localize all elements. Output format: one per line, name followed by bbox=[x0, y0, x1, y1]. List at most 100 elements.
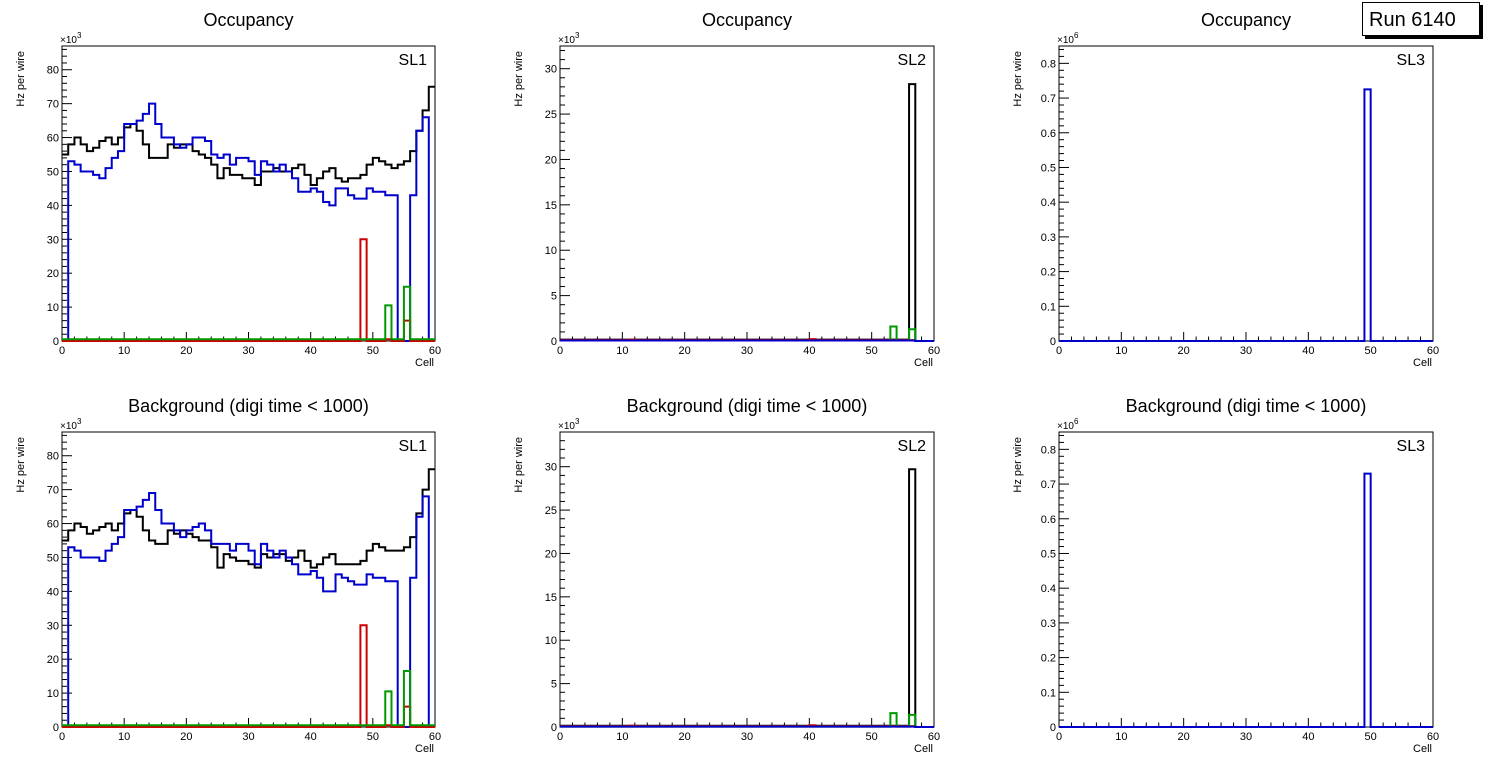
x-tick-label: 50 bbox=[367, 345, 379, 357]
x-tick-label: 40 bbox=[1302, 731, 1314, 743]
superlayer-label: SL1 bbox=[399, 438, 428, 455]
series-blue bbox=[1059, 88, 1433, 342]
plot-frame bbox=[61, 45, 436, 342]
x-tick-label: 0 bbox=[1056, 731, 1062, 743]
y-tick-label: 0 bbox=[53, 722, 59, 734]
superlayer-label: SL2 bbox=[898, 438, 927, 455]
y-tick-label: 0.2 bbox=[1041, 267, 1056, 279]
chart-title: Occupancy bbox=[203, 10, 293, 30]
y-axis-label: Hz per wire bbox=[1012, 437, 1024, 493]
series-blue bbox=[62, 492, 435, 728]
x-axis-label: Cell bbox=[1413, 357, 1432, 369]
y-tick-label: 0.5 bbox=[1041, 162, 1056, 174]
chart-panel-6: Background (digi time < 1000) 0 10 20 30 40 50… bbox=[1012, 396, 1439, 755]
y-axis-label: Hz per wire bbox=[513, 51, 525, 107]
series-green bbox=[62, 670, 435, 727]
y-tick-label: 25 bbox=[545, 505, 557, 517]
x-tick-label: 10 bbox=[1115, 731, 1127, 743]
y-tick-label: 70 bbox=[47, 99, 59, 111]
y-tick-label: 0.8 bbox=[1041, 444, 1056, 456]
x-tick-label: 10 bbox=[118, 731, 130, 743]
y-tick-label: 10 bbox=[545, 245, 557, 257]
y-tick-label: 0.8 bbox=[1041, 58, 1056, 70]
y-tick-label: 20 bbox=[545, 548, 557, 560]
y-tick-label: 25 bbox=[545, 109, 557, 121]
y-axis-label: Hz per wire bbox=[15, 437, 27, 493]
y-axis-exponent-power: 3 bbox=[575, 31, 580, 40]
y-tick-label: 0.7 bbox=[1041, 93, 1056, 105]
y-tick-label: 60 bbox=[47, 133, 59, 145]
y-tick-label: 60 bbox=[47, 519, 59, 531]
y-tick-label: 0.7 bbox=[1041, 479, 1056, 491]
chart-panel-5: Background (digi time < 1000)0 10 20 30 40 50… bbox=[513, 396, 940, 755]
x-axis-label: Cell bbox=[1413, 743, 1432, 755]
plot-frame bbox=[1058, 45, 1434, 342]
superlayer-label: SL3 bbox=[1397, 52, 1426, 69]
x-tick-label: 20 bbox=[1178, 731, 1190, 743]
y-tick-label: 40 bbox=[47, 200, 59, 212]
y-tick-label: 0 bbox=[53, 336, 59, 348]
y-tick-label: 0.3 bbox=[1041, 618, 1056, 630]
y-axis-exponent-power: 3 bbox=[575, 417, 580, 426]
chart-title: Occupancy bbox=[1201, 10, 1291, 30]
x-tick-label: 50 bbox=[367, 731, 379, 743]
y-tick-label: 15 bbox=[545, 200, 557, 212]
y-axis-exponent-power: 3 bbox=[77, 31, 82, 40]
y-tick-label: 0 bbox=[1050, 722, 1056, 734]
x-tick-label: 20 bbox=[180, 345, 192, 357]
x-tick-label: 0 bbox=[1056, 345, 1062, 357]
x-tick-label: 10 bbox=[118, 345, 130, 357]
y-tick-label: 0.5 bbox=[1041, 548, 1056, 560]
x-tick-label: 10 bbox=[616, 731, 628, 743]
x-tick-label: 30 bbox=[242, 345, 254, 357]
superlayer-label: SL2 bbox=[898, 52, 927, 69]
x-tick-label: 20 bbox=[679, 345, 691, 357]
y-tick-label: 0.3 bbox=[1041, 232, 1056, 244]
x-tick-label: 20 bbox=[1178, 345, 1190, 357]
y-axis-exponent: ×103 bbox=[60, 417, 82, 432]
series-black bbox=[560, 468, 934, 728]
y-tick-label: 50 bbox=[47, 166, 59, 178]
y-tick-label: 20 bbox=[47, 654, 59, 666]
y-tick-label: 0.1 bbox=[1041, 687, 1056, 699]
y-axis-exponent: ×106 bbox=[1057, 31, 1079, 46]
x-tick-label: 30 bbox=[741, 345, 753, 357]
y-tick-label: 30 bbox=[545, 64, 557, 76]
series-blue bbox=[62, 102, 435, 342]
x-tick-label: 40 bbox=[1302, 345, 1314, 357]
y-tick-label: 10 bbox=[545, 635, 557, 647]
x-tick-label: 0 bbox=[59, 731, 65, 743]
series-black bbox=[62, 85, 435, 187]
x-tick-label: 60 bbox=[1427, 731, 1439, 743]
x-tick-label: 10 bbox=[1115, 345, 1127, 357]
y-tick-label: 5 bbox=[551, 291, 557, 303]
x-tick-label: 60 bbox=[429, 345, 441, 357]
plot-frame bbox=[61, 431, 436, 728]
x-tick-label: 60 bbox=[429, 731, 441, 743]
superlayer-label: SL3 bbox=[1397, 438, 1426, 455]
y-tick-label: 80 bbox=[47, 451, 59, 463]
y-tick-label: 15 bbox=[545, 592, 557, 604]
x-tick-label: 20 bbox=[679, 731, 691, 743]
y-axis-exponent: ×106 bbox=[1057, 417, 1079, 432]
x-tick-label: 50 bbox=[866, 345, 878, 357]
series-red bbox=[62, 624, 435, 728]
x-tick-label: 0 bbox=[59, 345, 65, 357]
y-tick-label: 30 bbox=[47, 234, 59, 246]
x-tick-label: 40 bbox=[305, 345, 317, 357]
plot-frame bbox=[559, 45, 935, 342]
chart-title: Background (digi time < 1000) bbox=[627, 396, 868, 416]
series-black bbox=[560, 83, 934, 342]
chart-title: Background (digi time < 1000) bbox=[1126, 396, 1367, 416]
y-tick-label: 0 bbox=[1050, 336, 1056, 348]
y-axis-label: Hz per wire bbox=[513, 437, 525, 493]
superlayer-label: SL1 bbox=[399, 52, 428, 69]
y-tick-label: 20 bbox=[47, 268, 59, 280]
y-tick-label: 50 bbox=[47, 552, 59, 564]
x-tick-label: 60 bbox=[928, 731, 940, 743]
x-tick-label: 0 bbox=[557, 345, 563, 357]
plot-frame bbox=[559, 431, 935, 728]
x-tick-label: 20 bbox=[180, 731, 192, 743]
x-tick-label: 10 bbox=[616, 345, 628, 357]
